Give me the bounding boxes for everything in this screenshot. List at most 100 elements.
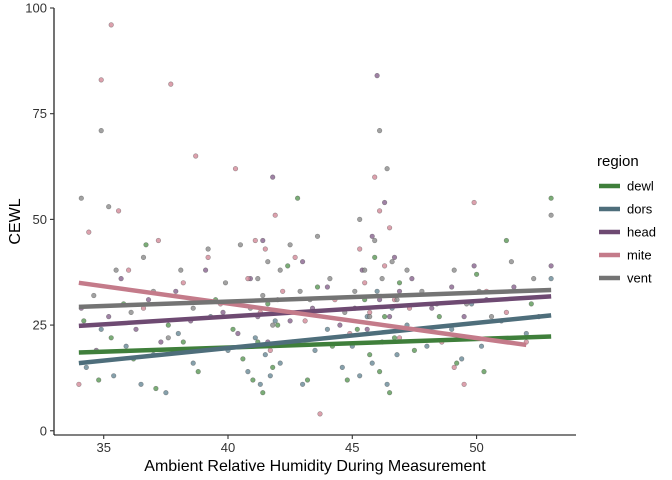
- data-point-head: [387, 314, 393, 320]
- data-point-head: [158, 339, 164, 345]
- data-point-mite: [267, 347, 273, 354]
- data-point-dewl: [382, 314, 388, 320]
- data-point-mite: [272, 212, 278, 218]
- data-point-mite: [387, 225, 393, 231]
- data-point-vent: [287, 242, 293, 248]
- x-tick-label: 35: [96, 440, 110, 455]
- data-point-dewl: [314, 284, 321, 290]
- data-point-vent: [362, 267, 368, 273]
- data-point-dewl: [396, 280, 403, 286]
- data-point-mite: [461, 381, 467, 387]
- data-point-head: [203, 267, 209, 273]
- data-point-mite: [292, 254, 298, 260]
- data-point-dors: [478, 343, 485, 349]
- data-point-mite: [471, 199, 477, 206]
- data-point-mite: [503, 309, 510, 316]
- legend: region dewl dors head mite vent: [597, 153, 656, 286]
- trend-line-head: [78, 294, 552, 329]
- data-point-dewl: [304, 377, 311, 383]
- data-point-vent: [314, 233, 321, 239]
- data-point-mite: [115, 208, 122, 214]
- data-point-vent: [327, 276, 333, 282]
- data-point-mite: [232, 166, 239, 172]
- data-point-vent: [352, 288, 358, 294]
- data-point-vent: [488, 314, 495, 320]
- data-point-dewl: [474, 271, 480, 277]
- trend-line-vent: [78, 287, 552, 310]
- data-point-vent: [451, 267, 457, 273]
- data-point-vent: [222, 280, 229, 286]
- data-point-head: [471, 263, 477, 269]
- data-point-mite: [382, 263, 388, 269]
- data-point-dors: [190, 360, 196, 366]
- data-point-mite: [98, 77, 104, 83]
- data-point-head: [382, 199, 388, 206]
- data-point-dors: [98, 326, 104, 332]
- data-point-vent: [508, 259, 515, 265]
- data-point-mite: [367, 309, 373, 316]
- data-point-head: [337, 322, 343, 328]
- y-tick-label: 75: [33, 106, 47, 121]
- data-point-mite: [317, 411, 323, 417]
- data-point-dors: [175, 330, 181, 337]
- data-point-dors: [267, 373, 273, 379]
- data-point-dewl: [354, 326, 360, 332]
- data-point-vent: [394, 297, 400, 303]
- data-point-dors: [277, 360, 283, 366]
- data-point-dewl: [503, 237, 510, 244]
- data-point-mite: [252, 237, 258, 244]
- data-point-dors: [424, 343, 430, 349]
- data-point-dors: [548, 276, 554, 282]
- data-point-mite: [262, 246, 268, 252]
- legend-label-head: head: [627, 225, 656, 240]
- data-point-dors: [111, 373, 117, 379]
- data-point-head: [118, 276, 124, 282]
- data-point-dors: [374, 288, 380, 294]
- data-point-dewl: [165, 322, 171, 328]
- data-point-head: [235, 330, 241, 337]
- data-point-vent: [297, 288, 303, 294]
- data-point-dewl: [240, 356, 246, 362]
- data-point-dewl: [81, 318, 87, 324]
- data-point-dors: [252, 335, 258, 341]
- data-point-dors: [262, 352, 268, 358]
- data-point-dewl: [230, 326, 236, 332]
- y-tick-label: 50: [33, 212, 47, 227]
- data-point-vent: [98, 128, 104, 134]
- data-point-dors: [163, 390, 169, 396]
- data-point-dors: [384, 381, 390, 387]
- data-point-head: [270, 174, 276, 180]
- data-point-head: [324, 284, 331, 290]
- data-point-mite: [126, 267, 132, 273]
- data-point-dewl: [528, 301, 534, 307]
- data-point-head: [106, 314, 112, 320]
- data-point-mite: [362, 280, 368, 286]
- data-point-mite: [372, 174, 378, 180]
- trend-layer: [78, 280, 552, 366]
- data-point-dewl: [180, 339, 186, 345]
- data-point-head: [369, 233, 375, 239]
- data-point-head: [260, 237, 266, 244]
- y-tick-label: 0: [40, 423, 47, 438]
- data-point-head: [133, 326, 139, 332]
- axes: 35 40 45 50 0 25 50 75 100: [25, 1, 576, 455]
- data-point-dewl: [285, 263, 291, 269]
- data-point-dewl: [372, 254, 378, 260]
- data-point-dors: [339, 364, 345, 371]
- legend-label-vent: vent: [627, 271, 652, 286]
- data-point-vent: [255, 276, 261, 282]
- data-point-mite: [155, 237, 161, 244]
- data-point-dors: [357, 373, 363, 379]
- data-point-vent: [531, 276, 537, 282]
- data-point-head: [145, 297, 152, 303]
- data-point-mite: [86, 229, 92, 235]
- x-tick-label: 45: [345, 440, 359, 455]
- data-point-mite: [76, 381, 82, 387]
- data-point-vent: [260, 292, 266, 299]
- legend-label-mite: mite: [627, 248, 652, 263]
- data-point-dors: [300, 381, 306, 387]
- data-point-vent: [178, 267, 184, 273]
- data-point-dors: [257, 381, 263, 387]
- x-tick-label: 40: [221, 440, 235, 455]
